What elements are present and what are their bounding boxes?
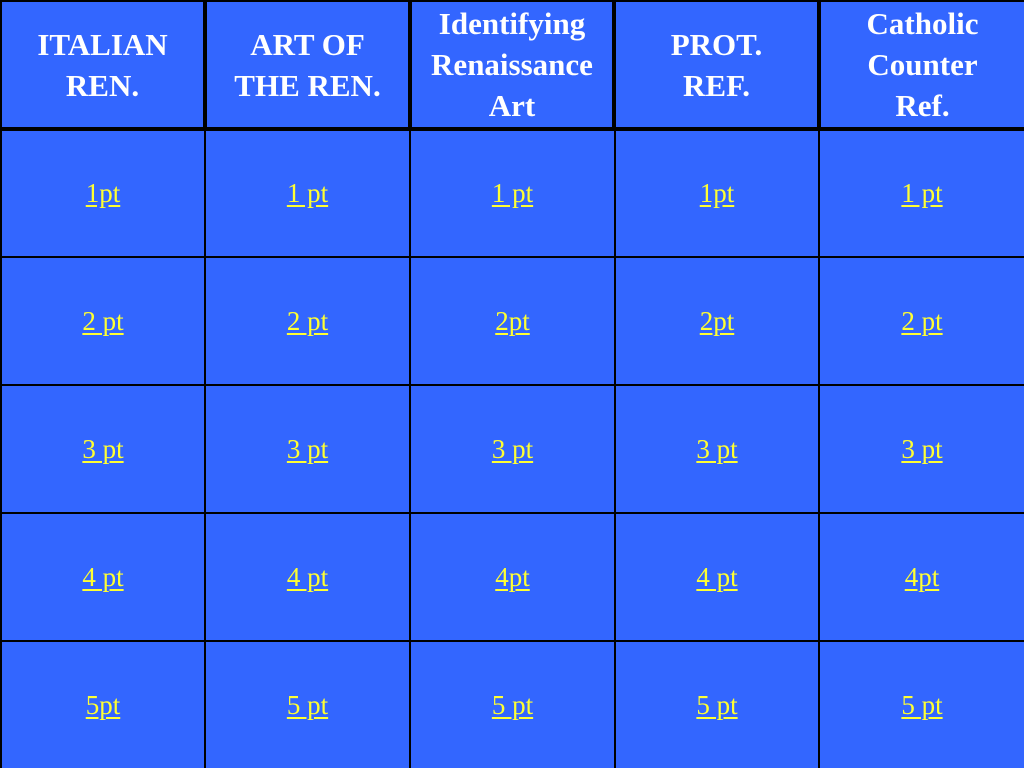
category-header-row: ITALIAN REN. ART OF THE REN. Identifying… xyxy=(0,0,1024,129)
question-cell: 5 pt xyxy=(411,642,614,768)
question-cell: 1 pt xyxy=(206,131,409,256)
question-cell: 3 pt xyxy=(616,386,818,512)
point-link[interactable]: 2 pt xyxy=(82,305,124,336)
question-cell: 1 pt xyxy=(820,131,1024,256)
point-link[interactable]: 4 pt xyxy=(286,561,329,592)
point-link[interactable]: 4 pt xyxy=(696,561,738,592)
question-cell: 1pt xyxy=(2,131,204,256)
point-link[interactable]: 2 pt xyxy=(286,305,329,336)
question-cell: 3 pt xyxy=(206,386,409,512)
question-cell: 2 pt xyxy=(820,258,1024,384)
point-link[interactable]: 3 pt xyxy=(696,433,738,464)
question-cell: 1pt xyxy=(616,131,818,256)
question-cell: 2pt xyxy=(411,258,614,384)
question-cell: 3 pt xyxy=(820,386,1024,512)
point-link[interactable]: 1 pt xyxy=(491,178,534,208)
point-link[interactable]: 5pt xyxy=(85,689,121,720)
point-link[interactable]: 5 pt xyxy=(901,689,943,720)
question-cell: 4pt xyxy=(411,514,614,640)
point-link[interactable]: 3 pt xyxy=(901,433,943,464)
category-italian-ren: ITALIAN REN. xyxy=(2,2,203,127)
point-link[interactable]: 2pt xyxy=(699,305,735,336)
question-cell: 5 pt xyxy=(820,642,1024,768)
point-link[interactable]: 3 pt xyxy=(286,433,329,464)
category-prot-ref: PROT. REF. xyxy=(616,2,817,127)
category-catholic-counter-ref: Catholic Counter Ref. xyxy=(821,2,1024,127)
question-cell: 4 pt xyxy=(2,514,204,640)
question-cell: 2 pt xyxy=(2,258,204,384)
question-cell: 1 pt xyxy=(411,131,614,256)
point-link[interactable]: 3 pt xyxy=(491,433,534,464)
point-link[interactable]: 2 pt xyxy=(901,305,943,336)
question-cell: 5 pt xyxy=(206,642,409,768)
point-link[interactable]: 3 pt xyxy=(82,433,124,464)
question-cell: 3 pt xyxy=(411,386,614,512)
point-link[interactable]: 1 pt xyxy=(901,178,943,208)
question-grid: 1pt 1 pt 1 pt 1pt 1 pt 2 pt 2 pt 2pt 2pt… xyxy=(0,129,1024,768)
point-link[interactable]: 5 pt xyxy=(696,689,738,720)
point-link[interactable]: 4 pt xyxy=(82,561,124,592)
point-link[interactable]: 5 pt xyxy=(286,689,329,720)
point-link[interactable]: 1 pt xyxy=(286,178,329,208)
point-link[interactable]: 4pt xyxy=(904,561,940,592)
question-cell: 5pt xyxy=(2,642,204,768)
question-cell: 2pt xyxy=(616,258,818,384)
category-art-of-the-ren: ART OF THE REN. xyxy=(207,2,408,127)
point-link[interactable]: 1pt xyxy=(85,178,121,208)
question-cell: 3 pt xyxy=(2,386,204,512)
category-identifying-renaissance-art: Identifying Renaissance Art xyxy=(412,2,612,127)
question-cell: 5 pt xyxy=(616,642,818,768)
question-cell: 4 pt xyxy=(206,514,409,640)
question-cell: 4pt xyxy=(820,514,1024,640)
point-link[interactable]: 2pt xyxy=(495,305,530,336)
question-cell: 2 pt xyxy=(206,258,409,384)
point-link[interactable]: 1pt xyxy=(699,178,735,208)
point-link[interactable]: 5 pt xyxy=(491,689,534,720)
point-link[interactable]: 4pt xyxy=(495,561,530,592)
question-cell: 4 pt xyxy=(616,514,818,640)
